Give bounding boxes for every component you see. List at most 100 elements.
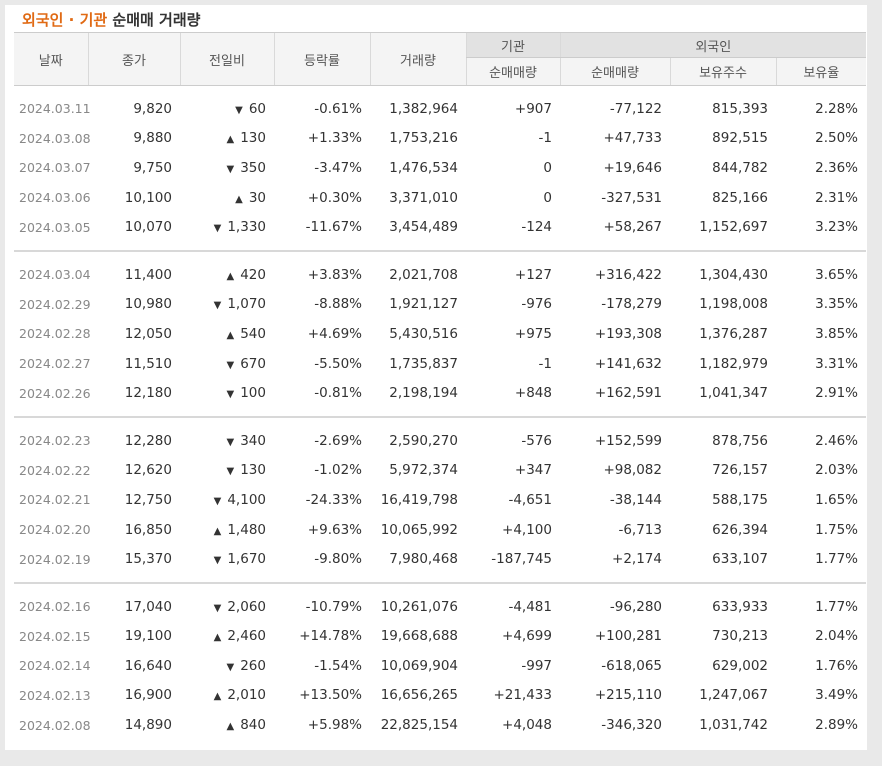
inst-net-cell: 0 [543,189,552,206]
change-cell: ▼ 4,100 [180,485,274,515]
foreign-shares-cell: 878,756 [712,432,768,449]
rate-cell: +5.98% [307,717,362,734]
close-cell: 12,050 [124,325,172,342]
title-foreign: 외국인 [22,11,64,29]
change-value: 1,330 [227,219,266,236]
date-cell: 2024.03.06 [19,190,91,206]
close-cell: 15,370 [124,551,172,568]
foreign-shares-cell: 1,304,430 [699,266,768,283]
volume-cell: 10,065,992 [380,521,458,538]
change-value: 260 [240,657,266,674]
down-triangle-icon: ▼ [213,495,222,507]
down-triangle-icon: ▼ [226,163,235,175]
foreign-ratio-cell: 2.50% [815,130,859,147]
table-row: 2024.02.19 15,370 ▼ 1,670 -9.80% 7,980,468 -18… [14,544,866,574]
volume-cell: 5,972,374 [389,462,458,479]
down-triangle-icon: ▼ [226,359,235,371]
close-cell: 16,900 [124,687,172,704]
date-cell: 2024.02.27 [19,356,91,372]
date-cell: 2024.02.28 [19,326,91,342]
down-triangle-icon: ▼ [235,104,243,116]
inst-net-cell: -4,651 [508,491,552,508]
up-triangle-icon: ▲ [226,329,235,341]
row-spacer [14,251,866,260]
table-row: 2024.02.26 12,180 ▼ 100 -0.81% 2,198,194 +848 +… [14,378,866,408]
change-cell: ▼ 2,060 [180,592,274,622]
change-cell: ▲ 30 [180,183,274,213]
header-rate: 등락률 [273,32,370,86]
volume-cell: 1,735,837 [389,355,458,372]
foreign-ratio-cell: 2.28% [815,100,859,117]
change-cell: ▲ 1,480 [180,515,274,545]
change-cell: ▲ 2,460 [180,622,274,652]
change-value: 350 [240,159,266,176]
inst-net-cell: +127 [514,266,552,283]
change-cell: ▼ 1,330 [180,212,274,242]
change-cell: ▼ 260 [180,651,274,681]
rate-cell: -9.80% [314,551,362,568]
foreign-shares-cell: 815,393 [712,100,768,117]
foreign-ratio-cell: 1.75% [815,521,859,538]
table-row: 2024.02.08 14,890 ▲ 840 +5.98% 22,825,154 +4,0… [14,710,866,740]
foreign-shares-cell: 633,933 [712,598,768,615]
foreign-net-cell: +98,082 [603,462,662,479]
inst-net-cell: +975 [514,325,552,342]
close-cell: 19,100 [124,628,172,645]
change-cell: ▲ 540 [180,319,274,349]
foreign-net-cell: +2,174 [612,551,662,568]
change-cell: ▼ 100 [180,378,274,408]
foreign-net-cell: -6,713 [618,521,662,538]
foreign-shares-cell: 633,107 [712,551,768,568]
table-header: 날짜 종가 전일비 등락률 거래량 기관 외국인 순매매량 순매매량 보유주수 … [14,31,867,86]
change-value: 420 [240,266,266,283]
header-change: 전일비 [179,32,274,86]
down-triangle-icon: ▼ [213,602,222,614]
change-cell: ▼ 1,070 [180,290,274,320]
close-cell: 10,070 [124,219,172,236]
foreign-ratio-cell: 2.46% [815,432,859,449]
rate-cell: +1.33% [307,130,362,147]
table-row: 2024.02.14 16,640 ▼ 260 -1.54% 10,069,904 -997… [14,651,866,681]
table-row: 2024.02.13 16,900 ▲ 2,010 +13.50% 16,656,265 +… [14,681,866,711]
change-cell: ▼ 130 [180,456,274,486]
date-cell: 2024.02.14 [19,658,91,674]
rate-cell: +13.50% [299,687,362,704]
volume-cell: 2,590,270 [389,432,458,449]
foreign-shares-cell: 726,157 [712,462,768,479]
foreign-net-cell: +215,110 [594,687,662,704]
table-row: 2024.03.05 10,070 ▼ 1,330 -11.67% 3,454,489 -1… [14,212,866,242]
change-cell: ▲ 420 [180,260,274,290]
close-cell: 10,980 [124,296,172,313]
up-triangle-icon: ▲ [226,134,235,146]
close-cell: 11,400 [124,266,172,283]
up-triangle-icon: ▲ [226,270,235,282]
panel-title: 외국인 · 기관 순매매 거래량 [22,9,200,31]
change-cell: ▼ 1,670 [180,544,274,574]
up-triangle-icon: ▲ [235,193,243,205]
inst-net-cell: +848 [514,385,552,402]
rate-cell: -10.79% [305,598,362,615]
foreign-shares-cell: 629,002 [712,657,768,674]
change-value: 2,460 [227,628,266,645]
foreign-ratio-cell: 3.31% [815,355,859,372]
table-row: 2024.02.28 12,050 ▲ 540 +4.69% 5,430,516 +975 +… [14,319,866,349]
foreign-net-cell: -178,279 [601,296,662,313]
table-row: 2024.02.21 12,750 ▼ 4,100 -24.33% 16,419,798 -… [14,485,866,515]
change-value: 340 [240,432,266,449]
foreign-ratio-cell: 3.23% [815,219,859,236]
close-cell: 10,100 [124,189,172,206]
table-row: 2024.02.29 10,980 ▼ 1,070 -8.88% 1,921,127 -97… [14,290,866,320]
date-cell: 2024.02.19 [19,551,91,567]
foreign-shares-cell: 588,175 [712,491,768,508]
change-value: 540 [240,325,266,342]
rate-cell: -0.81% [314,385,362,402]
inst-net-cell: -1 [538,355,552,372]
foreign-shares-cell: 1,152,697 [699,219,768,236]
foreign-net-cell: +152,599 [594,432,662,449]
foreign-ratio-cell: 2.03% [815,462,859,479]
volume-cell: 5,430,516 [389,325,458,342]
foreign-ratio-cell: 2.36% [815,159,859,176]
down-triangle-icon: ▼ [226,661,235,673]
table-row: 2024.03.04 11,400 ▲ 420 +3.83% 2,021,708 +127 +… [14,260,866,290]
foreign-shares-cell: 1,247,067 [699,687,768,704]
